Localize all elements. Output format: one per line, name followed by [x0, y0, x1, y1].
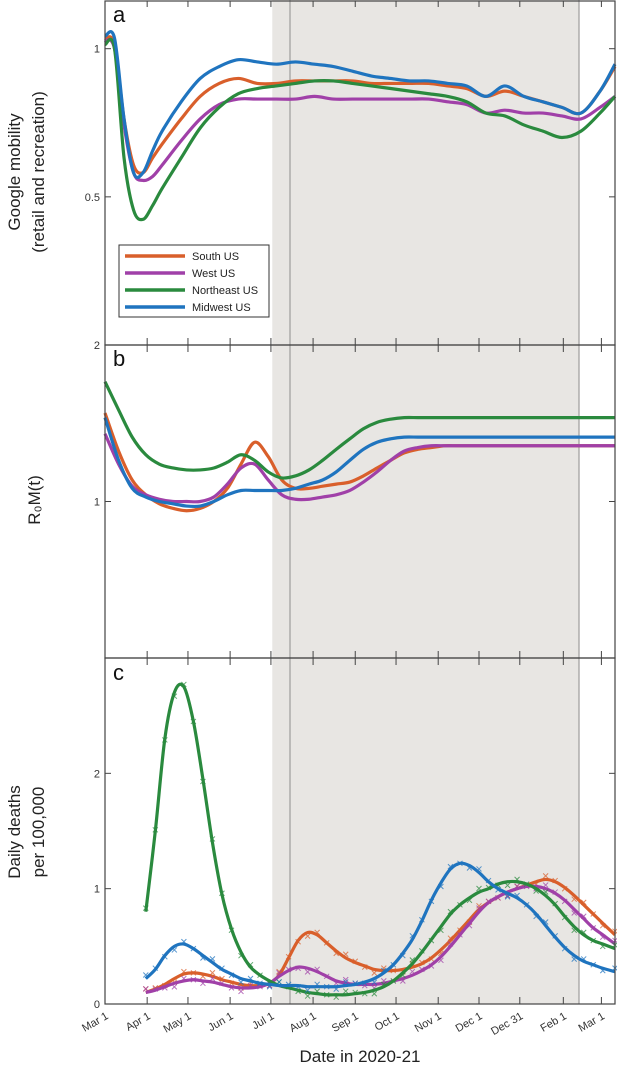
series-line-northeast-us — [144, 682, 616, 997]
y-tick-label: 0.5 — [85, 192, 100, 204]
series-line-northeast-us — [103, 37, 617, 222]
x-axis-label: Date in 2020-21 — [300, 1047, 421, 1066]
x-tick-label: May 1 — [162, 1010, 194, 1035]
death-marker — [304, 993, 311, 999]
y-tick-label: 0 — [94, 999, 100, 1011]
y-tick-label: 1 — [94, 44, 100, 56]
x-tick-label: Jun 1 — [206, 1010, 235, 1034]
death-marker — [342, 979, 349, 985]
panel-c-deaths: 0 1 2 — [94, 681, 617, 1011]
x-tick-label: Aug 1 — [288, 1010, 319, 1035]
panel-c-ylabel-line2: per 100,000 — [29, 787, 48, 878]
legend-label: South US — [192, 251, 239, 263]
death-marker — [304, 987, 311, 994]
death-marker — [504, 882, 511, 889]
panel-c-ylabel-line1: Daily deaths — [5, 785, 24, 879]
panel-a-letter: a — [113, 2, 126, 27]
y-tick-label: 2 — [94, 340, 100, 352]
series-line-west-us — [145, 884, 616, 995]
panel-a-ylabel-line2: (retail and recreation) — [29, 91, 48, 253]
legend-label: Midwest US — [192, 302, 251, 314]
panel-a-ylabel-line1: Google mobility — [5, 113, 24, 231]
series-line-northeast-us — [103, 381, 615, 480]
x-tick-label: Dec 1 — [454, 1010, 485, 1035]
legend: South US West US Northeast US Midwest US — [118, 244, 270, 318]
legend-label: Northeast US — [192, 285, 258, 297]
y-tick-label: 1 — [94, 884, 100, 896]
series-line-south-us — [145, 877, 617, 994]
legend-label: West US — [192, 268, 235, 280]
death-marker — [542, 872, 549, 879]
series-line-midwest-us — [103, 30, 617, 180]
panel-c-frame — [104, 657, 616, 1005]
series-line-west-us — [103, 433, 616, 504]
x-tick-label: Oct 1 — [373, 1010, 402, 1034]
x-tick-label: Mar 1 — [80, 1010, 110, 1034]
y-tick-label: 1 — [94, 497, 100, 509]
series-line-midwest-us — [103, 417, 615, 509]
panel-b-r0m: 12 — [94, 340, 616, 513]
y-tick-label: 2 — [94, 768, 100, 780]
x-tick-label: Jul 1 — [250, 1010, 276, 1032]
panel-a-mobility: 0.51 — [85, 30, 617, 222]
death-marker — [342, 988, 349, 995]
death-marker — [209, 975, 216, 982]
x-tick-label: Feb 1 — [538, 1010, 568, 1034]
x-tick-label: Dec 31 — [489, 1010, 525, 1038]
x-tick-label: Mar 1 — [577, 1010, 607, 1034]
series-line-west-us — [103, 38, 616, 183]
death-marker — [238, 988, 244, 995]
panel-b-letter: b — [113, 346, 125, 371]
x-tick-label: Nov 1 — [413, 1010, 444, 1035]
x-tick-label: Sep 1 — [330, 1010, 361, 1035]
death-marker — [276, 979, 282, 985]
shaded-period — [272, 0, 580, 1004]
panel-b-ylabel: R₀M(t) — [25, 475, 44, 525]
x-tick-label: Apr 1 — [124, 1010, 153, 1034]
panel-c-letter: c — [113, 660, 124, 685]
series-line-midwest-us — [144, 861, 616, 989]
